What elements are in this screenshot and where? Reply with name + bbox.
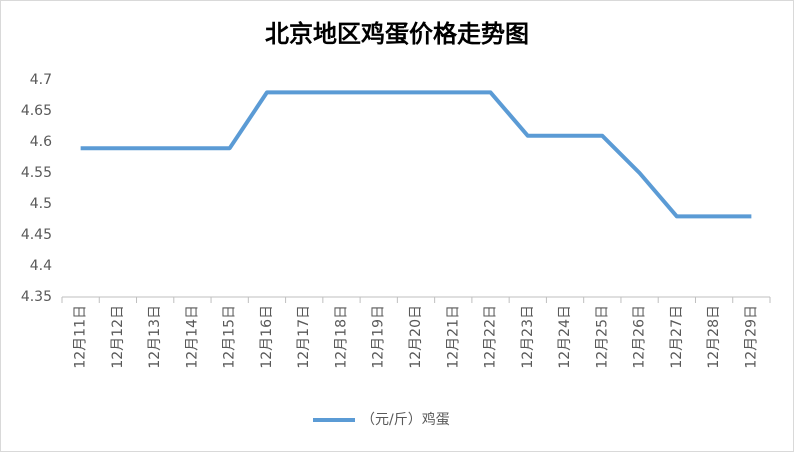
x-tick-label: 12月22日 [483, 305, 499, 369]
x-tick-label: 12月23日 [520, 305, 536, 369]
line-series [80, 90, 752, 219]
chart-title: 北京地区鸡蛋价格走势图 [265, 20, 529, 48]
x-tick-label: 12月29日 [743, 305, 759, 369]
legend-label: （元/斤）鸡蛋 [361, 411, 450, 428]
y-tick-label: 4.65 [21, 103, 52, 119]
x-tick-label: 12月20日 [408, 305, 424, 369]
y-tick-label: 4.55 [21, 165, 52, 181]
x-tick-label: 12月25日 [594, 305, 610, 369]
x-tick-label: 12月18日 [333, 305, 349, 369]
x-tick-label: 12月24日 [557, 305, 573, 369]
x-tick-label: 12月13日 [147, 305, 163, 369]
x-tick-label: 12月15日 [222, 305, 238, 369]
x-tick-label: 12月21日 [445, 305, 461, 369]
y-tick-label: 4.6 [30, 134, 52, 150]
x-tick-label: 12月27日 [669, 305, 685, 369]
y-tick-label: 4.4 [30, 258, 52, 274]
x-tick-label: 12月14日 [184, 305, 200, 369]
x-tick-label: 12月19日 [371, 305, 387, 369]
y-tick-label: 4.5 [30, 196, 52, 212]
y-tick-label: 4.45 [21, 227, 52, 243]
x-tick-label: 12月12日 [110, 305, 126, 369]
x-tick-label: 12月16日 [259, 305, 275, 369]
x-tick-label: 12月28日 [706, 305, 722, 369]
y-tick-label: 4.7 [30, 72, 52, 88]
x-tick-label: 12月17日 [296, 305, 312, 369]
y-tick-label: 4.35 [21, 289, 52, 305]
x-tick-label: 12月11日 [73, 305, 89, 369]
x-tick-label: 12月26日 [632, 305, 648, 369]
